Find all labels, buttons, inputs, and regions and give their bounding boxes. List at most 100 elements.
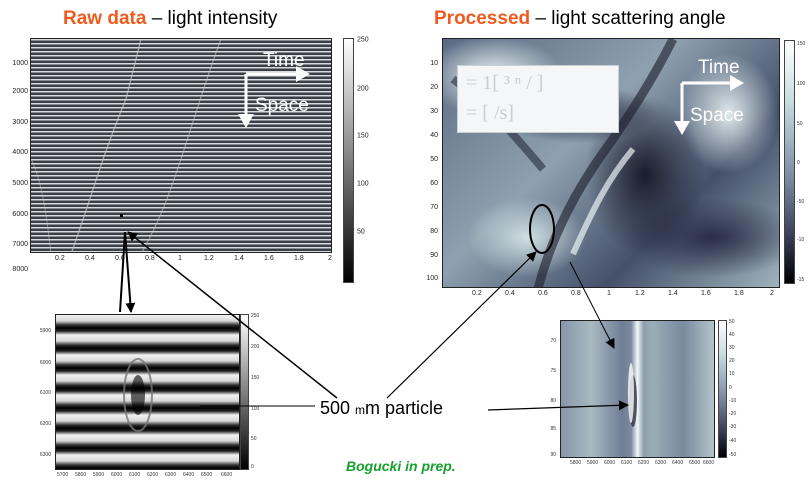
raw-zoom-xtick: 6100 xyxy=(129,472,141,478)
particle-size: 500 xyxy=(320,398,356,418)
processed-xtick: 2 xyxy=(770,290,774,297)
raw-zoom-xtick: 6500 xyxy=(201,472,213,478)
processed-zoom-ytick: 75 xyxy=(550,368,556,374)
raw-time-label: Time xyxy=(263,50,305,71)
processed-title-highlight: Processed xyxy=(434,8,531,29)
raw-colorbar-ticks: 250 200 150 100 50 xyxy=(357,36,377,283)
processed-zoom-xtick: 6100 xyxy=(621,460,633,466)
raw-ytick: 4000 xyxy=(12,149,28,156)
raw-zoom-cbar-tick: 200 xyxy=(251,344,260,350)
processed-ytick: 60 xyxy=(430,180,438,187)
raw-space-label: Space xyxy=(255,95,309,116)
processed-ytick: 80 xyxy=(430,228,438,235)
processed-xtick: 1.2 xyxy=(635,290,645,297)
raw-zoom-xtick: 6200 xyxy=(147,472,159,478)
raw-zoom-xtick: 6600 xyxy=(221,472,233,478)
processed-zoom-xtick: 6200 xyxy=(638,460,650,466)
raw-zoom-particle xyxy=(123,358,153,432)
raw-data-title-highlight: Raw data xyxy=(63,8,147,29)
raw-xtick: 0.6 xyxy=(115,255,125,262)
processed-cbar-tick: 150 xyxy=(797,41,806,47)
raw-cbar-tick: 150 xyxy=(357,132,369,140)
processed-zoom-y-axis: 70 75 80 85 90 xyxy=(540,320,558,458)
processed-cbar-tick: -50 xyxy=(797,199,805,205)
processed-zoom-xtick: 6300 xyxy=(655,460,667,466)
raw-data-title: Raw data – light intensity xyxy=(63,8,277,30)
raw-zoom-xtick: 6300 xyxy=(165,472,177,478)
raw-x-axis: 0.2 0.4 0.6 0.8 1 1.2 1.4 1.6 1.8 2 xyxy=(30,255,340,267)
processed-zoom-xtick: 6500 xyxy=(689,460,701,466)
processed-xtick: 1.4 xyxy=(668,290,678,297)
equation-box: = 1[ ³ ⁿ / ] = [ /s] xyxy=(457,65,619,133)
raw-xtick: 1.4 xyxy=(234,255,244,262)
processed-zoom-colorbar-ticks: 50 40 30 20 10 0 -10 -20 -30 -40 -50 xyxy=(729,319,743,458)
processed-xtick: 0.2 xyxy=(472,290,482,297)
processed-ytick: 30 xyxy=(430,108,438,115)
raw-xtick: 0.4 xyxy=(85,255,95,262)
processed-zoom-ytick: 90 xyxy=(550,452,556,458)
processed-time-label: Time xyxy=(698,57,740,78)
processed-title: Processed – light scattering angle xyxy=(434,8,726,30)
processed-xtick: 0.4 xyxy=(505,290,515,297)
raw-xtick: 0.8 xyxy=(145,255,155,262)
raw-y-axis: 1000 2000 3000 4000 5000 6000 7000 8000 xyxy=(0,38,28,273)
processed-ytick: 100 xyxy=(426,275,438,282)
processed-space-label: Space xyxy=(690,105,744,126)
processed-zoom-xtick: 6000 xyxy=(604,460,616,466)
raw-ytick: 2000 xyxy=(12,88,28,95)
raw-ytick: 3000 xyxy=(12,119,28,126)
processed-time-space-arrows xyxy=(674,75,744,135)
processed-zoom-x-axis: 5800 5900 6000 6100 6200 6300 6400 6500 … xyxy=(560,460,720,468)
raw-zoom-cbar-tick: 250 xyxy=(251,313,260,319)
processed-xtick: 1 xyxy=(607,290,611,297)
raw-ytick: 6000 xyxy=(12,211,28,218)
raw-time-space-arrows xyxy=(238,66,310,128)
processed-zoom-cbar-tick: 20 xyxy=(729,358,735,364)
processed-zoom-cbar-tick: -40 xyxy=(729,438,737,444)
raw-zoom-heatmap xyxy=(55,314,240,470)
equation-line-1: = 1[ ³ ⁿ / ] xyxy=(466,72,544,94)
raw-zoom-ytick: 6200 xyxy=(39,421,51,427)
processed-zoom-xtick: 6400 xyxy=(672,460,684,466)
processed-zoom-heatmap xyxy=(560,320,715,458)
raw-zoom-xtick: 5800 xyxy=(75,472,87,478)
raw-ytick: 5000 xyxy=(12,180,28,187)
raw-zoom-ytick: 6300 xyxy=(39,452,51,458)
processed-xtick: 1.8 xyxy=(734,290,744,297)
raw-zoom-xtick: 6400 xyxy=(183,472,195,478)
raw-zoom-colorbar-ticks: 250 200 150 100 50 0 xyxy=(251,313,267,470)
raw-zoom-x-axis: 5700 5800 5900 6000 6100 6200 6300 6400 … xyxy=(55,472,245,480)
raw-zoom-xtick: 6000 xyxy=(111,472,123,478)
processed-title-rest: – light scattering angle xyxy=(530,8,726,29)
particle-word: m particle xyxy=(365,398,444,418)
raw-xtick: 2 xyxy=(328,255,332,262)
processed-xtick: 0.8 xyxy=(571,290,581,297)
processed-colorbar-ticks: 150 100 50 0 -50 -10 -15 xyxy=(797,40,809,284)
processed-xtick: 0.6 xyxy=(538,290,548,297)
raw-particle-marker xyxy=(120,214,123,217)
processed-cbar-tick: 100 xyxy=(797,81,806,87)
raw-data-title-rest: – light intensity xyxy=(146,8,278,29)
raw-zoom-xtick: 5700 xyxy=(57,472,69,478)
processed-x-axis: 0.2 0.4 0.6 0.8 1 1.2 1.4 1.6 1.8 2 xyxy=(442,290,787,302)
raw-zoom-ytick: 6000 xyxy=(39,360,51,366)
raw-zoom-cbar-tick: 100 xyxy=(251,406,260,412)
raw-zoom-ytick: 5900 xyxy=(39,328,51,334)
raw-xtick: 1.2 xyxy=(204,255,214,262)
processed-ytick: 10 xyxy=(430,60,438,67)
processed-zoom-cbar-tick: 50 xyxy=(729,319,735,325)
processed-zoom-cbar-tick: 10 xyxy=(729,371,735,377)
processed-ytick: 20 xyxy=(430,84,438,91)
raw-zoom-ytick: 6100 xyxy=(39,390,51,396)
raw-zoom-cbar-tick: 150 xyxy=(251,375,260,381)
processed-zoom-ytick: 80 xyxy=(550,398,556,404)
raw-xtick: 1 xyxy=(178,255,182,262)
raw-cbar-tick: 50 xyxy=(357,228,365,236)
processed-zoom-xtick: 6600 xyxy=(703,460,715,466)
processed-cbar-tick: 50 xyxy=(797,121,803,127)
processed-zoom-cbar-tick: 30 xyxy=(729,345,735,351)
raw-ytick: 8000 xyxy=(12,266,28,273)
raw-zoom-y-axis: 5900 6000 6100 6200 6300 xyxy=(28,314,53,470)
processed-heatmap: = 1[ ³ ⁿ / ] = [ /s] xyxy=(442,38,780,288)
raw-cbar-tick: 250 xyxy=(357,36,369,44)
